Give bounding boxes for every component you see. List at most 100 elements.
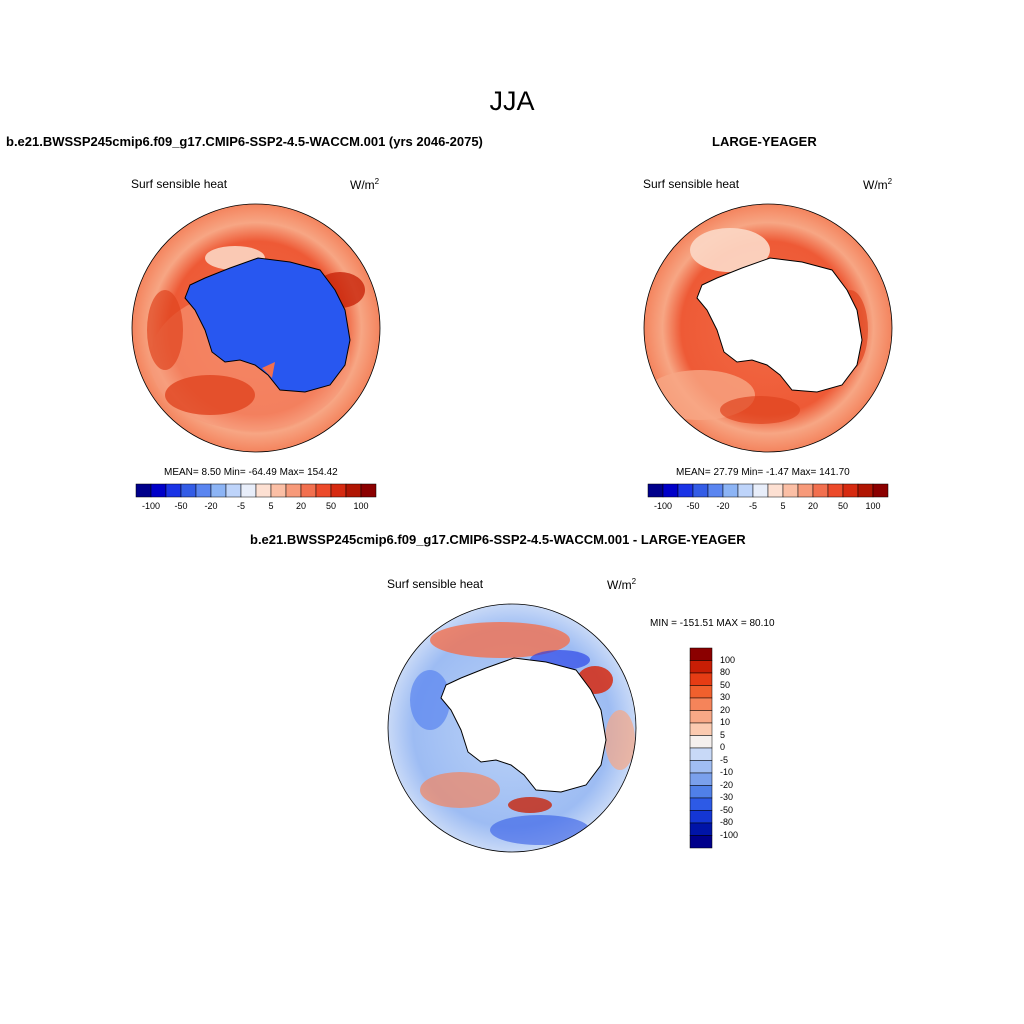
colorbar-tick-label: -20 [204,501,218,511]
colorbar-tick-label: -5 [236,501,245,511]
panel2-title: LARGE-YEAGER [712,134,817,149]
colorbar-tick-label: 50 [325,501,336,511]
colorbar-tick-label: 50 [837,501,848,511]
colorbar-swatch [689,672,713,686]
colorbar-swatch [689,647,713,661]
colorbar-swatch [135,483,152,498]
colorbar-tick-label: -30 [720,792,734,802]
antarctica-panel1 [184,257,351,393]
colorbar-swatch [689,835,713,849]
colorbar-tick-label: 80 [720,667,731,677]
panel1-units: W/m2 [350,177,380,192]
panel2-variable-label: Surf sensible heat [643,177,740,191]
colorbar-tick-label: 30 [720,692,731,702]
colorbar-swatch [842,483,859,498]
colorbar-tick-label: -5 [720,754,729,765]
colorbar-tick-label: 5 [720,729,726,740]
colorbar-swatch [345,483,362,498]
colorbar-swatch [300,483,317,498]
panel3-stats: MIN = -151.51 MAX = 80.10 [650,618,775,629]
colorbar-swatch [689,822,713,836]
colorbar-tick-label: 50 [720,679,731,690]
colorbar-swatch [285,483,302,498]
colorbar-tick-label: 100 [720,654,736,665]
colorbar-swatch [195,483,212,498]
panel1-stats: MEAN= 8.50 Min= -64.49 Max= 154.42 [164,467,338,478]
colorbar-tick-label: 20 [295,501,306,511]
colorbar-tick-label: -10 [720,767,734,777]
colorbar-swatch [689,760,713,774]
colorbar-swatch [872,483,889,498]
colorbar-swatch [689,810,713,824]
colorbar-tick-label: -50 [686,501,700,511]
antarctica-panel3 [440,657,607,793]
panel1-title: b.e21.BWSSP245cmip6.f09_g17.CMIP6-SSP2-4… [6,134,483,149]
colorbar-swatch [165,483,182,498]
colorbar-swatch [662,483,679,498]
colorbar-swatch [812,483,829,498]
map-panel2 [644,204,892,452]
colorbar-tick-label: -50 [720,804,734,815]
colorbar-tick-label: 5 [268,501,274,511]
colorbar-swatch [752,483,769,498]
panel3-units: W/m2 [607,577,637,592]
colorbar-swatch [330,483,347,498]
colorbar-swatch [689,747,713,761]
colorbar-swatch [737,483,754,498]
colorbar-swatch [689,722,713,736]
colorbar-swatch [707,483,724,498]
figure-title: JJA [489,86,535,116]
colorbar-tick-label: -100 [653,501,672,511]
colorbar-swatch [782,483,799,498]
colorbar-swatch [722,483,739,498]
colorbar-swatch [689,772,713,786]
colorbar-swatch [689,785,713,799]
colorbar-swatch [180,483,197,498]
colorbar-swatch [255,483,272,498]
colorbar-tick-label: 100 [865,501,881,511]
colorbar-panel3 [689,647,713,849]
colorbar-tick-label: -20 [720,779,734,790]
panel1-variable-label: Surf sensible heat [131,177,228,191]
colorbar-tick-label: -100 [141,501,160,511]
colorbar-swatch [210,483,227,498]
map-panel3 [388,604,636,852]
map-panel1 [132,204,380,452]
colorbar-swatch [677,483,694,498]
colorbar-swatch [767,483,784,498]
colorbar-swatch [827,483,844,498]
colorbar-tick-label: -50 [174,501,188,511]
colorbar-swatch [647,483,664,498]
antarctica-panel2 [696,257,863,393]
colorbar-tick-label: 20 [807,501,818,511]
colorbar-tick-label: -100 [720,829,739,840]
panel2-stats: MEAN= 27.79 Min= -1.47 Max= 141.70 [676,467,850,478]
panel3-title: b.e21.BWSSP245cmip6.f09_g17.CMIP6-SSP2-4… [250,532,746,547]
colorbar-swatch [360,483,377,498]
colorbar-swatch [692,483,709,498]
colorbar-tick-label: 0 [720,742,726,752]
colorbar-swatch [150,483,167,498]
panel3-variable-label: Surf sensible heat [387,577,484,591]
colorbar-tick-label: 10 [720,717,731,727]
colorbar-swatch [689,685,713,699]
colorbar-swatch [797,483,814,498]
colorbar-swatch [857,483,874,498]
colorbar-swatch [270,483,287,498]
colorbar-swatch [689,710,713,724]
colorbar-tick-label: 20 [720,704,731,715]
colorbar-swatch [689,797,713,811]
colorbar-swatch [689,660,713,674]
panel2-units: W/m2 [863,177,893,192]
colorbar-panel1 [135,483,377,498]
colorbar-swatch [240,483,257,498]
colorbar-tick-label: 5 [780,501,786,511]
colorbar-panel2 [647,483,889,498]
colorbar-tick-label: -20 [716,501,730,511]
colorbar-swatch [689,735,713,749]
colorbar-swatch [225,483,242,498]
colorbar-tick-label: -80 [720,817,734,827]
colorbar-tick-label: 100 [353,501,369,511]
colorbar-swatch [315,483,332,498]
